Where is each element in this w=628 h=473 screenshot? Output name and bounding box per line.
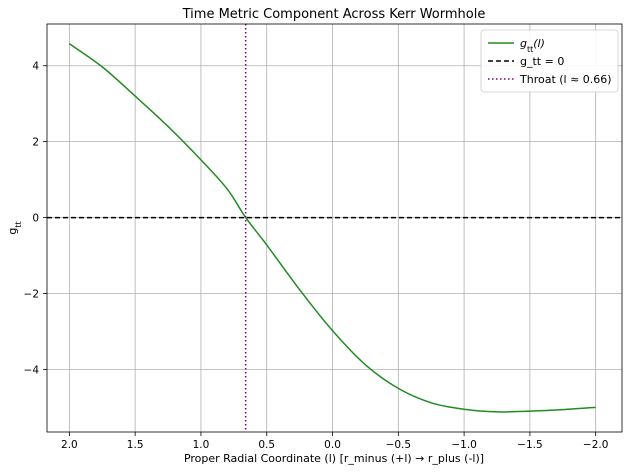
x-tick-label: −2.0 bbox=[583, 439, 609, 451]
legend-label-gtt-curve: gtt(l) bbox=[520, 37, 545, 54]
y-tick-label: 0 bbox=[32, 213, 39, 225]
x-tick-label: 0.5 bbox=[258, 439, 275, 451]
x-axis-label: Proper Radial Coordinate (l) [r_minus (+… bbox=[184, 452, 484, 465]
x-tick-label: −1.5 bbox=[517, 439, 543, 451]
grid bbox=[47, 24, 622, 432]
plot-area bbox=[47, 24, 622, 432]
x-tick-label: 1.0 bbox=[193, 439, 210, 451]
y-tick-label: −2 bbox=[24, 288, 39, 300]
legend-box bbox=[480, 29, 619, 93]
y-tick-label: −4 bbox=[24, 364, 40, 376]
x-tick-label: 1.5 bbox=[127, 439, 144, 451]
legend-label-gtt-sub: tt bbox=[527, 45, 533, 54]
axes-frame bbox=[46, 23, 623, 433]
x-tick-label: 2.0 bbox=[61, 439, 78, 451]
legend-label-gtt-main: g bbox=[520, 37, 527, 50]
y-axis-label: gtt bbox=[6, 221, 23, 234]
legend: gtt(l) g_tt = 0 Throat (l ≈ 0.66) bbox=[480, 29, 619, 93]
gtt-curve-line bbox=[68, 43, 596, 413]
legend-label-zero-line: g_tt = 0 bbox=[520, 55, 564, 68]
y-tick-label: 2 bbox=[32, 137, 39, 149]
x-tick-label: −1.0 bbox=[451, 439, 477, 451]
chart-title: Time Metric Component Across Kerr Wormho… bbox=[182, 7, 486, 22]
y-axis-label-main: g bbox=[6, 228, 19, 235]
x-tick-label: 0.0 bbox=[324, 439, 341, 451]
legend-label-throat-line: Throat (l ≈ 0.66) bbox=[519, 73, 612, 86]
x-tick-label: −0.5 bbox=[386, 439, 412, 451]
y-tick-label: 4 bbox=[32, 61, 39, 73]
y-axis-label-sub: tt bbox=[14, 221, 23, 227]
ticks: 2.0 1.5 1.0 0.5 0.0 −0.5 −1.0 −1.5 −2.0 4 2 0 −2 −4 bbox=[24, 61, 609, 451]
legend-label-gtt-suffix: (l) bbox=[533, 37, 545, 50]
